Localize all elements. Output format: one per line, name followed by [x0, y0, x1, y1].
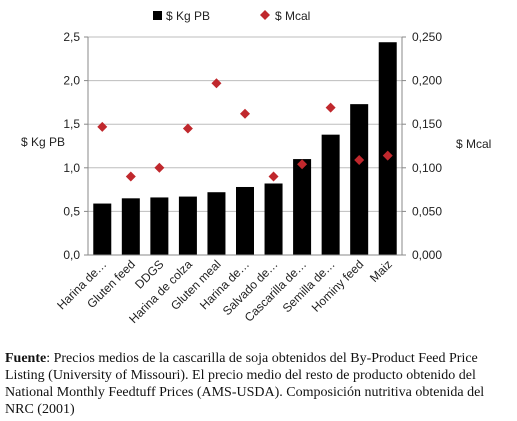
bar: [93, 203, 112, 255]
diamond-marker: [240, 108, 250, 119]
legend-diamond-label: $ Mcal: [275, 9, 310, 23]
left-tick-label: 0,0: [63, 248, 80, 262]
diamond-marker: [325, 102, 336, 113]
left-tick-labels: 0,0 0,5 1,0 1,5 2,0 2,5: [63, 30, 80, 262]
bar: [293, 159, 312, 255]
legend-bar-swatch: [153, 11, 162, 20]
bar: [378, 42, 397, 256]
bar: [350, 104, 369, 255]
diamond-marker: [154, 162, 165, 173]
bar: [150, 197, 169, 255]
diamond-marker: [125, 171, 136, 182]
bar-series: [93, 42, 397, 256]
y2-axis-title: $ Mcal: [456, 137, 491, 151]
left-tick-label: 2,5: [63, 30, 80, 44]
bar: [321, 134, 340, 255]
price-chart: 0,00,51,01,52,02,5 0,0000,0500,1000,1500…: [21, 9, 491, 326]
caption-text: : Precios medios de la cascarilla de soj…: [5, 351, 485, 417]
diamond-series: [97, 78, 393, 182]
right-tick-label: 0,150: [412, 117, 442, 131]
diamond-marker: [182, 123, 193, 134]
left-tick-label: 0,5: [63, 204, 80, 218]
right-tick-label: 0,250: [412, 30, 442, 44]
diamond-marker: [211, 78, 222, 89]
right-tick-label: 0,100: [412, 161, 442, 175]
right-tick-label: 0,050: [412, 204, 442, 218]
left-tick-label: 1,0: [63, 161, 80, 175]
legend-diamond-swatch: [260, 10, 270, 20]
diamond-marker: [97, 121, 108, 132]
bar: [236, 186, 254, 255]
diamond-marker: [268, 171, 279, 182]
bar: [121, 198, 140, 255]
y-axis-title: $ Kg PB: [21, 135, 65, 149]
diamond-marker: [382, 150, 393, 161]
gridlines: [84, 36, 406, 256]
bar: [264, 183, 283, 255]
category-label: Maiz: [367, 257, 395, 285]
left-tick-label: 2,0: [63, 74, 80, 88]
legend: $ Kg PB $ Mcal: [153, 9, 310, 23]
source-caption: Fuente: Precios medios de la cascarilla …: [5, 350, 515, 418]
bar: [178, 196, 197, 255]
right-tick-label: 0,200: [412, 74, 442, 88]
left-tick-label: 1,5: [63, 117, 80, 131]
right-tick-label: 0,000: [412, 248, 442, 262]
legend-bar-label: $ Kg PB: [166, 9, 210, 23]
diamond-marker: [297, 159, 308, 170]
right-tick-labels: 0,000 0,050 0,100 0,150 0,200 0,250: [412, 30, 442, 262]
diamond-marker: [354, 154, 365, 165]
bar: [207, 192, 226, 255]
caption-label: Fuente: [5, 351, 47, 366]
